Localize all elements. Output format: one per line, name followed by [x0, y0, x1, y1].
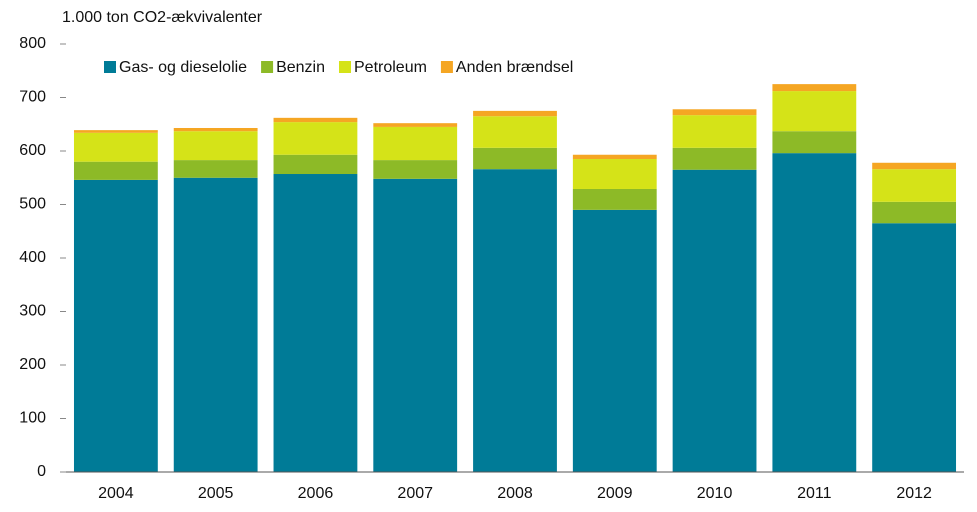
legend-label: Anden brændsel	[456, 59, 573, 76]
x-tick-label: 2004	[98, 485, 134, 502]
bar-segment	[373, 126, 458, 161]
bar-segment	[772, 91, 857, 132]
bar-segment	[672, 109, 757, 116]
bar-segment	[672, 115, 757, 148]
y-tick-label: 0	[37, 463, 46, 480]
x-tick-label: 2009	[597, 485, 633, 502]
y-tick-label: 400	[19, 249, 46, 266]
bar-segment	[73, 132, 158, 162]
bar-segment	[572, 209, 657, 472]
bar-segment	[473, 116, 557, 148]
x-tick-label: 2011	[797, 485, 832, 502]
x-tick-label: 2006	[298, 485, 334, 502]
x-tick-label: 2010	[697, 485, 733, 502]
bar-segment	[572, 159, 657, 189]
bar-segment	[473, 147, 557, 170]
y-tick-label: 700	[19, 89, 46, 106]
bar-segment	[872, 162, 957, 170]
y-tick-label: 200	[19, 356, 46, 373]
bar-segment	[473, 169, 557, 472]
bar-segment	[73, 179, 158, 472]
x-tick-label: 2007	[397, 485, 433, 502]
bar-segment	[572, 154, 657, 160]
bar-segment	[473, 110, 557, 117]
legend-swatch	[104, 61, 116, 73]
bar-segment	[672, 147, 757, 170]
bar-segment	[73, 130, 158, 133]
legend-label: Benzin	[276, 59, 325, 76]
y-tick-label: 600	[19, 142, 46, 159]
bar-segment	[273, 122, 358, 155]
bar-segment	[772, 131, 857, 154]
x-tick-label: 2005	[198, 485, 234, 502]
bar-segment	[872, 223, 957, 472]
bar-segment	[373, 160, 458, 179]
bar-segment	[273, 154, 358, 175]
bar-segment	[373, 178, 458, 472]
bar-segment	[73, 161, 158, 180]
legend-swatch	[339, 61, 351, 73]
bar-segment	[373, 123, 458, 127]
legend-label: Gas- og dieselolie	[119, 59, 247, 76]
bar-segment	[772, 153, 857, 472]
bar-segment	[173, 160, 258, 178]
bar-segment	[173, 131, 258, 161]
bar-segment	[273, 117, 358, 123]
legend-swatch	[261, 61, 274, 73]
y-axis-label: 1.000 ton CO2-ækvivalenter	[62, 9, 263, 26]
bar-segment	[173, 127, 258, 132]
bar-segment	[872, 169, 957, 202]
x-tick-label: 2012	[896, 485, 932, 502]
x-tick-label: 2008	[497, 485, 533, 502]
y-tick-label: 800	[19, 35, 46, 52]
bar-segment	[672, 169, 757, 472]
y-tick-label: 100	[19, 410, 46, 427]
bar-segment	[872, 201, 957, 224]
y-tick-label: 300	[19, 303, 46, 320]
bar-segment	[173, 177, 258, 472]
bar-segment	[772, 84, 857, 92]
y-tick-label: 500	[19, 196, 46, 213]
legend-label: Petroleum	[354, 59, 427, 76]
bar-segment	[273, 174, 358, 472]
legend-swatch	[440, 61, 453, 73]
bar-segment	[572, 188, 657, 210]
